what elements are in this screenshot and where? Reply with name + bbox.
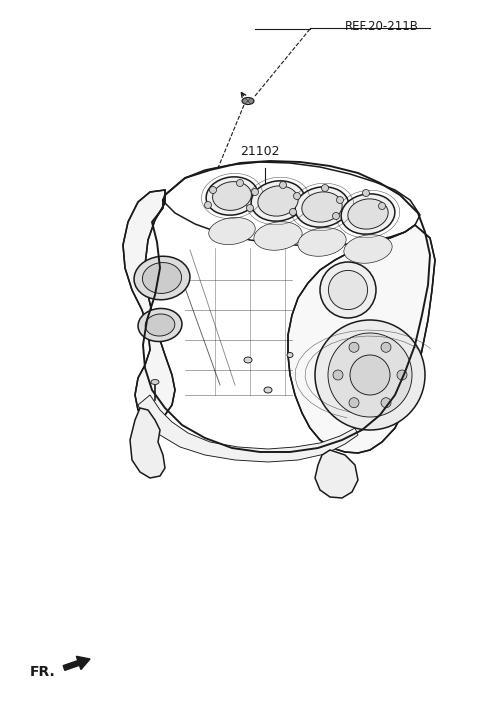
Circle shape [293, 193, 300, 200]
Ellipse shape [348, 199, 388, 229]
Circle shape [315, 320, 425, 430]
Circle shape [204, 201, 212, 208]
Circle shape [333, 213, 339, 220]
Ellipse shape [242, 97, 254, 105]
Circle shape [279, 181, 287, 188]
Polygon shape [288, 225, 435, 453]
Polygon shape [130, 408, 165, 478]
Circle shape [336, 196, 344, 203]
Ellipse shape [145, 314, 175, 336]
Circle shape [381, 342, 391, 352]
Polygon shape [138, 395, 358, 462]
Ellipse shape [341, 194, 395, 234]
Ellipse shape [344, 235, 392, 263]
Ellipse shape [138, 309, 182, 342]
Circle shape [328, 333, 412, 417]
Circle shape [249, 99, 253, 104]
Circle shape [350, 355, 390, 395]
Ellipse shape [244, 357, 252, 363]
Circle shape [209, 186, 216, 193]
Circle shape [379, 203, 385, 210]
Circle shape [397, 370, 407, 380]
Circle shape [362, 190, 370, 196]
Ellipse shape [206, 177, 258, 216]
Polygon shape [315, 450, 358, 498]
Circle shape [349, 342, 359, 352]
Circle shape [289, 208, 297, 216]
Circle shape [333, 370, 343, 380]
Circle shape [381, 397, 391, 407]
Text: REF.20-211B: REF.20-211B [345, 20, 419, 33]
Text: FR.: FR. [30, 665, 56, 679]
Ellipse shape [298, 228, 346, 256]
Ellipse shape [209, 218, 255, 245]
Circle shape [237, 180, 243, 186]
Ellipse shape [295, 187, 349, 227]
Ellipse shape [151, 379, 159, 384]
Circle shape [328, 271, 368, 309]
Circle shape [247, 205, 253, 211]
FancyArrow shape [63, 657, 90, 670]
Polygon shape [123, 190, 175, 420]
Circle shape [252, 188, 259, 195]
Text: 21102: 21102 [240, 145, 279, 158]
Ellipse shape [251, 181, 305, 221]
Ellipse shape [258, 186, 298, 216]
Ellipse shape [213, 182, 252, 211]
Circle shape [242, 99, 248, 104]
Circle shape [322, 185, 328, 191]
Ellipse shape [264, 387, 272, 393]
Ellipse shape [143, 263, 181, 294]
Circle shape [320, 262, 376, 318]
Ellipse shape [302, 192, 342, 222]
Ellipse shape [134, 256, 190, 300]
Circle shape [349, 397, 359, 407]
Ellipse shape [254, 222, 302, 251]
Ellipse shape [287, 352, 293, 357]
